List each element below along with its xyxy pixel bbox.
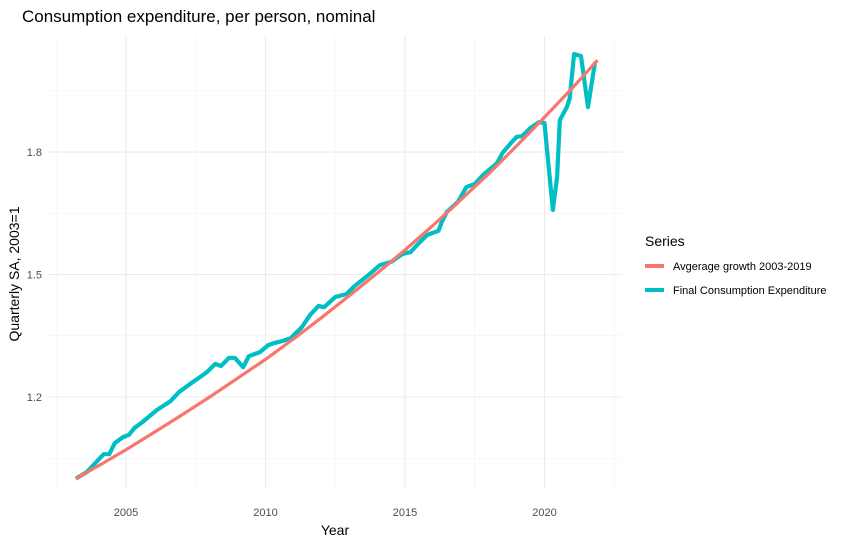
chart-title: Consumption expenditure, per person, nom… xyxy=(22,7,375,26)
y-tick-label: 1.2 xyxy=(27,392,42,404)
series-line-average-growth xyxy=(75,59,599,481)
y-axis-ticks: 1.2 1.5 1.8 xyxy=(27,147,42,404)
y-axis-title: Quarterly SA, 2003=1 xyxy=(6,206,22,341)
legend: Series Avgerage growth 2003-2019 Final Co… xyxy=(645,233,826,297)
grid xyxy=(48,36,622,488)
legend-label: Final Consumption Expenditure xyxy=(673,285,826,297)
series-layer xyxy=(74,51,599,481)
legend-title: Series xyxy=(645,233,685,249)
x-axis-ticks: 2005 2010 2015 2020 xyxy=(114,507,557,519)
x-tick-label: 2015 xyxy=(393,507,417,519)
y-tick-label: 1.8 xyxy=(27,147,42,159)
y-tick-label: 1.5 xyxy=(27,270,42,282)
x-tick-label: 2005 xyxy=(114,507,138,519)
x-tick-label: 2020 xyxy=(532,507,556,519)
x-tick-label: 2010 xyxy=(253,507,277,519)
legend-label: Avgerage growth 2003-2019 xyxy=(673,261,812,273)
x-axis-title: Year xyxy=(321,522,350,538)
